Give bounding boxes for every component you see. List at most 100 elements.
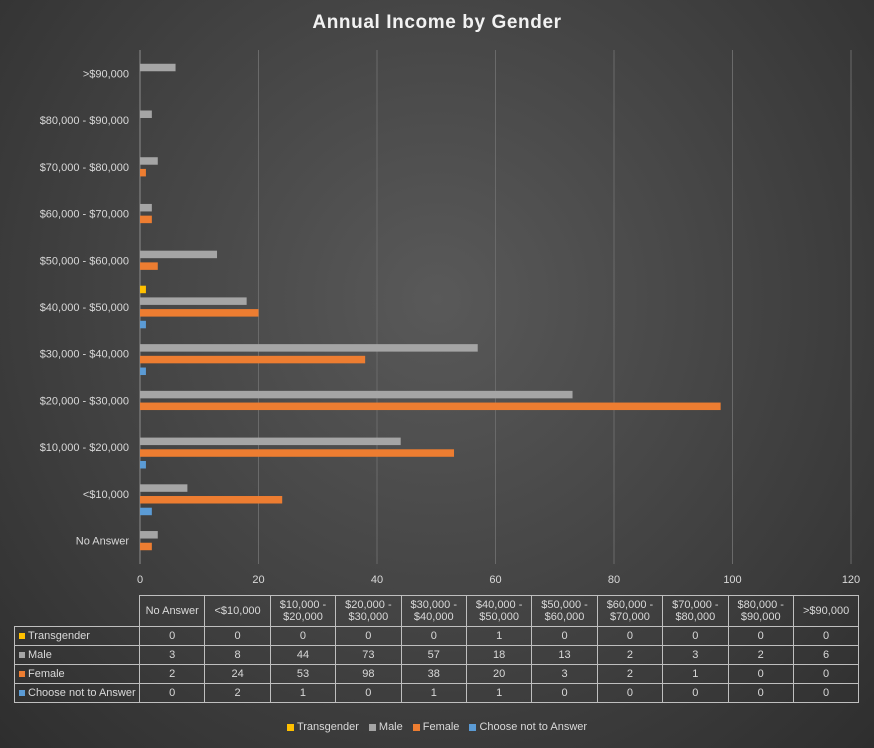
category-label: >$90,000: [83, 68, 129, 80]
table-column-header: $70,000 - $80,000: [662, 595, 729, 627]
category-label: $30,000 - $40,000: [40, 349, 129, 361]
table-cell: 2: [596, 645, 664, 665]
table-cell: 3: [138, 645, 206, 665]
table-cell: 38: [400, 664, 467, 684]
table-cell: 0: [596, 683, 664, 703]
table-cell: 98: [335, 664, 402, 684]
bar-female: [140, 215, 152, 224]
category-label: $60,000 - $70,000: [40, 209, 129, 221]
category-label: $40,000 - $50,000: [40, 302, 129, 314]
table-cell: 0: [727, 626, 794, 646]
category-label: $20,000 - $30,000: [40, 395, 129, 407]
bar-male: [140, 437, 401, 446]
legend-item: Female: [412, 721, 459, 733]
table-row: Male 3 8 44 73 57 18 13 2 3 2 6: [14, 645, 860, 665]
table-row-label: Transgender: [14, 626, 140, 646]
table-column-header: $20,000 - $30,000: [335, 595, 402, 627]
bar-male: [140, 484, 188, 492]
bars: [140, 63, 721, 551]
table-cell: 0: [792, 683, 860, 703]
table-column-header: $40,000 - $50,000: [465, 595, 533, 627]
bar-choose-not-to-answer: [140, 507, 152, 516]
category-label: $80,000 - $90,000: [40, 115, 129, 127]
table-cell: 1: [269, 683, 337, 703]
data-table: No Answer <$10,000 $10,000 - $20,000 $20,000…: [14, 595, 860, 703]
category-label: $70,000 - $80,000: [40, 162, 129, 174]
table-cell: 0: [596, 626, 664, 646]
legend-swatch: [286, 723, 294, 731]
table-cell: 53: [269, 664, 337, 684]
table-cell: 44: [269, 645, 337, 665]
legend-label: Choose not to Answer: [479, 721, 588, 733]
plot-area: No Answer <$10,000 $10,000 - $20,000 $20,00…: [40, 50, 860, 586]
table-column-header: >$90,000: [792, 595, 860, 627]
bar-female: [140, 355, 366, 364]
legend-item: Choose not to Answer: [469, 721, 587, 733]
table-cell: 0: [727, 664, 794, 684]
bar-female: [140, 262, 158, 270]
series-swatch: [19, 652, 25, 659]
table-cell: 3: [531, 664, 598, 684]
table-cell: 0: [138, 626, 206, 646]
x-tick-label: 120: [842, 574, 860, 586]
table-cell: 73: [335, 645, 402, 665]
chart-title: Annual Income by Gender: [312, 12, 562, 33]
legend-swatch: [469, 723, 477, 731]
bar-choose-not-to-answer: [140, 460, 146, 469]
table-cell: 0: [335, 683, 402, 703]
bar-female: [140, 496, 283, 504]
table-cell: 1: [400, 683, 467, 703]
category-label: <$10,000: [83, 489, 129, 501]
table-cell: 8: [204, 645, 271, 665]
bar-male: [140, 390, 573, 399]
table-cell: 57: [400, 645, 467, 665]
table-cell: 1: [465, 626, 533, 646]
table-cell: 2: [596, 664, 664, 684]
table-row-label: Choose not to Answer: [14, 683, 140, 703]
bar-male: [140, 63, 176, 72]
table-cell: 0: [138, 683, 206, 703]
bar-male: [140, 297, 247, 305]
x-tick-label: 20: [252, 574, 264, 586]
table-row-label: Male: [14, 645, 140, 665]
table-cell: 0: [269, 626, 337, 646]
table-cell: 24: [204, 664, 271, 684]
table-cell: 0: [204, 626, 271, 646]
category-label: $50,000 - $60,000: [40, 255, 129, 267]
bar-female: [140, 168, 146, 177]
bar-male: [140, 157, 158, 165]
table-cell: 0: [335, 626, 402, 646]
table-cell: 0: [531, 626, 598, 646]
x-tick-label: 100: [723, 574, 741, 586]
table-column-header: $60,000 - $70,000: [596, 595, 664, 627]
x-tick-labels: 0 20 40 60 80 100 120: [137, 574, 860, 586]
table-column-header: $10,000 - $20,000: [269, 595, 337, 627]
legend-label: Transgender: [296, 721, 359, 733]
gridlines: [139, 50, 852, 564]
x-tick-label: 0: [137, 574, 143, 586]
bar-female: [140, 309, 259, 317]
bar-male: [140, 250, 218, 259]
table-cell: 2: [727, 645, 794, 665]
table-cell: 0: [531, 683, 598, 703]
table-column-header: $30,000 - $40,000: [400, 595, 467, 627]
table-cell: 1: [465, 683, 533, 703]
table-row: Choose not to Answer 0 2 1 0 1 1 0 0 0 0 0: [14, 683, 860, 703]
legend-swatch: [412, 723, 420, 731]
table-column-header: $80,000 - $90,000: [727, 595, 794, 627]
x-tick-label: 40: [371, 574, 383, 586]
bar-choose-not-to-answer: [140, 320, 146, 329]
table-row: Transgender 0 0 0 0 0 1 0 0 0 0 0: [14, 626, 860, 646]
table-cell: 0: [792, 626, 860, 646]
series-swatch: [19, 671, 25, 678]
bar-male: [140, 531, 158, 539]
table-cell: 20: [465, 664, 533, 684]
category-label: $10,000 - $20,000: [40, 442, 129, 454]
bar-female: [140, 402, 721, 411]
legend-item: Male: [368, 721, 403, 733]
series-swatch: [19, 633, 25, 640]
x-tick-label: 80: [608, 574, 620, 586]
legend: Transgender Male Female Choose not to Answe…: [0, 721, 874, 733]
legend-item: Transgender: [286, 721, 359, 733]
x-tick-label: 60: [489, 574, 501, 586]
